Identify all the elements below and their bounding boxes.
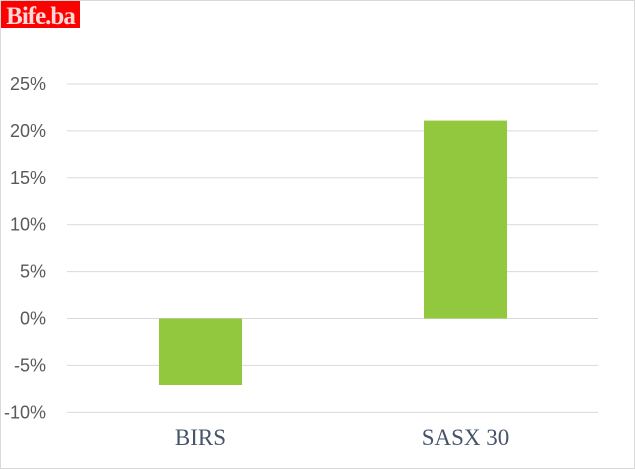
- svg-text:5%: 5%: [20, 262, 46, 282]
- svg-text:20%: 20%: [10, 121, 46, 141]
- svg-text:-5%: -5%: [14, 355, 46, 375]
- svg-text:15%: 15%: [10, 168, 46, 188]
- svg-text:SASX 30: SASX 30: [422, 425, 510, 450]
- svg-text:25%: 25%: [10, 74, 46, 94]
- svg-text:BIRS: BIRS: [175, 425, 226, 450]
- svg-text:0%: 0%: [20, 309, 46, 329]
- svg-text:-10%: -10%: [4, 402, 46, 422]
- svg-text:10%: 10%: [10, 215, 46, 235]
